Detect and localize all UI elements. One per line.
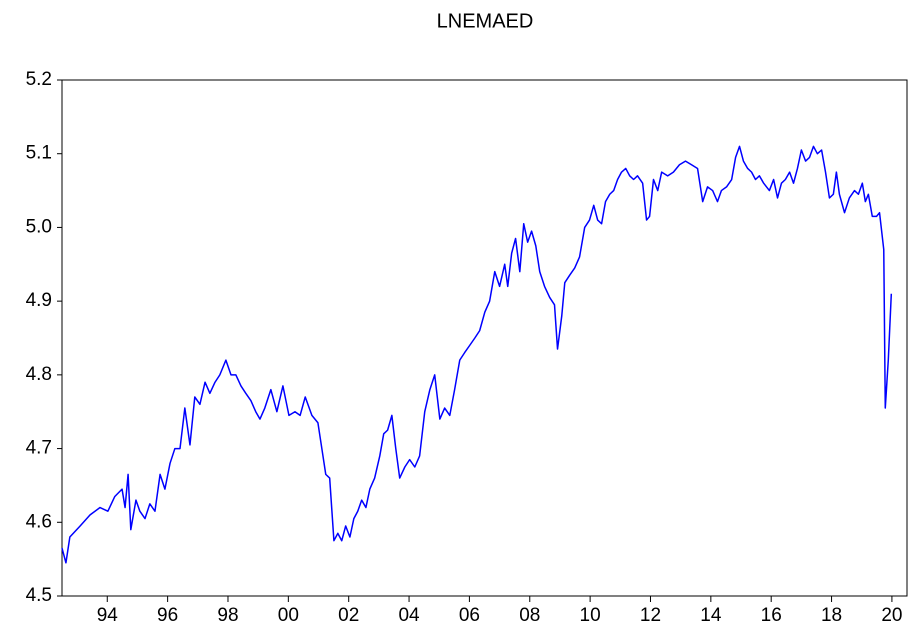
plot-frame: [61, 79, 908, 597]
x-tick-label: 98: [217, 605, 238, 626]
x-tick-label: 96: [157, 605, 178, 626]
y-tick-label: 4.7: [26, 438, 52, 459]
x-tick-label: 94: [97, 605, 119, 626]
y-tick-label: 5.1: [26, 143, 52, 164]
x-tick-label: 12: [640, 605, 661, 626]
x-tick-label: 18: [821, 605, 842, 626]
y-tick-label: 5.0: [26, 216, 52, 237]
y-tick-label: 4.9: [26, 290, 52, 311]
x-tick-label: 14: [700, 605, 722, 626]
chart-title: LNEMAED: [437, 10, 534, 32]
data-line: [61, 145, 893, 564]
x-tick-label: 16: [761, 605, 782, 626]
y-tick-label: 4.8: [26, 364, 52, 385]
y-tick-label: 5.2: [26, 69, 52, 90]
x-tick-label: 06: [459, 605, 480, 626]
y-tick-label: 4.6: [26, 511, 52, 532]
x-tick-label: 20: [881, 605, 902, 626]
x-tick-label: 00: [278, 605, 299, 626]
x-tick-label: 10: [580, 605, 601, 626]
y-tick-label: 4.5: [26, 585, 52, 606]
x-tick-label: 02: [338, 605, 359, 626]
x-tick-label: 04: [398, 605, 420, 626]
x-tick-label: 08: [519, 605, 540, 626]
